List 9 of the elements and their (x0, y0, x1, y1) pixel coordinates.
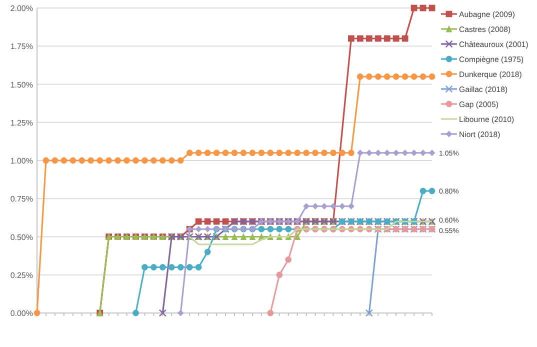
y-tick-label: 0.25% (10, 270, 33, 280)
y-tick-label: 1.50% (10, 80, 33, 90)
y-tick-label: 0.00% (10, 309, 33, 318)
y-tick-label: 0.75% (10, 194, 33, 204)
y-tick-label: 0.50% (10, 232, 33, 242)
y-tick-label: 1.75% (10, 42, 33, 52)
y-tick-label: 1.25% (10, 118, 33, 128)
y-tick-label: 2.00% (10, 4, 33, 13)
y-tick-label: 1.00% (10, 156, 33, 166)
